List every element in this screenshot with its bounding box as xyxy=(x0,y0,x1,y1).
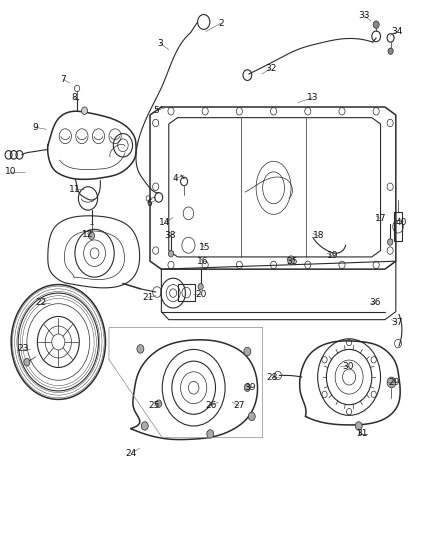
Text: 15: 15 xyxy=(199,244,210,253)
Text: 29: 29 xyxy=(389,378,400,387)
Text: 14: 14 xyxy=(159,219,170,228)
Circle shape xyxy=(248,412,255,421)
Text: 31: 31 xyxy=(357,430,368,439)
Text: 30: 30 xyxy=(342,362,353,371)
Text: 39: 39 xyxy=(245,383,256,392)
Text: 38: 38 xyxy=(164,231,176,240)
Circle shape xyxy=(388,48,393,54)
Text: 7: 7 xyxy=(60,75,66,84)
Text: 20: 20 xyxy=(195,289,206,298)
Circle shape xyxy=(168,251,173,257)
Text: 34: 34 xyxy=(392,27,403,36)
Text: 4: 4 xyxy=(173,174,178,183)
Text: 8: 8 xyxy=(71,93,77,102)
Text: 9: 9 xyxy=(32,123,38,132)
Circle shape xyxy=(198,284,203,290)
Bar xyxy=(177,284,195,301)
Bar xyxy=(394,212,403,241)
Text: 25: 25 xyxy=(148,401,160,410)
Text: 35: 35 xyxy=(286,257,298,265)
Text: 18: 18 xyxy=(313,231,324,240)
Text: 16: 16 xyxy=(197,257,208,265)
Text: 11: 11 xyxy=(69,185,81,194)
Circle shape xyxy=(244,348,251,356)
Circle shape xyxy=(288,256,294,264)
Circle shape xyxy=(141,422,148,430)
Text: 36: 36 xyxy=(370,298,381,307)
Text: 23: 23 xyxy=(18,344,29,353)
Circle shape xyxy=(388,239,393,245)
Text: 27: 27 xyxy=(233,401,244,410)
Text: 13: 13 xyxy=(307,93,318,102)
Circle shape xyxy=(24,359,30,366)
Circle shape xyxy=(373,21,379,28)
Text: 21: 21 xyxy=(143,293,154,302)
Circle shape xyxy=(207,430,214,438)
Circle shape xyxy=(88,232,95,239)
Text: 28: 28 xyxy=(267,373,278,382)
Circle shape xyxy=(244,384,251,391)
Circle shape xyxy=(81,107,88,115)
Text: 17: 17 xyxy=(375,214,386,223)
Circle shape xyxy=(155,400,162,407)
Text: 22: 22 xyxy=(35,298,46,307)
Circle shape xyxy=(355,422,362,430)
Text: 6: 6 xyxy=(146,199,152,208)
Text: 32: 32 xyxy=(265,64,276,73)
Circle shape xyxy=(387,377,396,387)
Text: 12: 12 xyxy=(81,230,93,239)
Text: 5: 5 xyxy=(153,106,159,115)
Text: 33: 33 xyxy=(358,11,370,20)
Text: 2: 2 xyxy=(219,19,224,28)
Text: 10: 10 xyxy=(4,167,16,176)
Text: 3: 3 xyxy=(157,39,163,48)
Text: 37: 37 xyxy=(392,318,403,327)
Text: 19: 19 xyxy=(327,252,338,260)
Text: 24: 24 xyxy=(125,449,136,458)
Circle shape xyxy=(137,345,144,353)
Text: 40: 40 xyxy=(396,219,407,228)
Text: 26: 26 xyxy=(205,401,217,410)
